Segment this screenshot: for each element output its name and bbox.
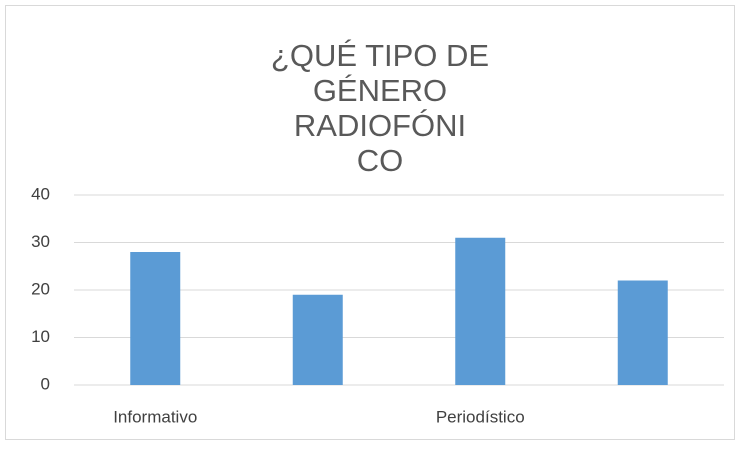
bar [130, 252, 181, 385]
chart-title: CO [357, 143, 404, 178]
bar [617, 280, 668, 385]
bar [455, 237, 506, 385]
x-tick-label: Periodístico [436, 407, 525, 426]
chart-title: GÉNERO [313, 73, 447, 108]
chart-title: ¿QUÉ TIPO DE [271, 38, 489, 73]
x-tick-label: Informativo [113, 407, 197, 426]
chart-frame [5, 5, 735, 440]
y-tick-label: 20 [31, 279, 50, 298]
y-tick-label: 10 [31, 327, 50, 346]
y-tick-label: 0 [41, 374, 50, 393]
y-tick-label: 30 [31, 232, 50, 251]
bar [292, 294, 343, 385]
chart-title: RADIOFÓNI [294, 108, 466, 143]
y-tick-label: 40 [31, 184, 50, 203]
